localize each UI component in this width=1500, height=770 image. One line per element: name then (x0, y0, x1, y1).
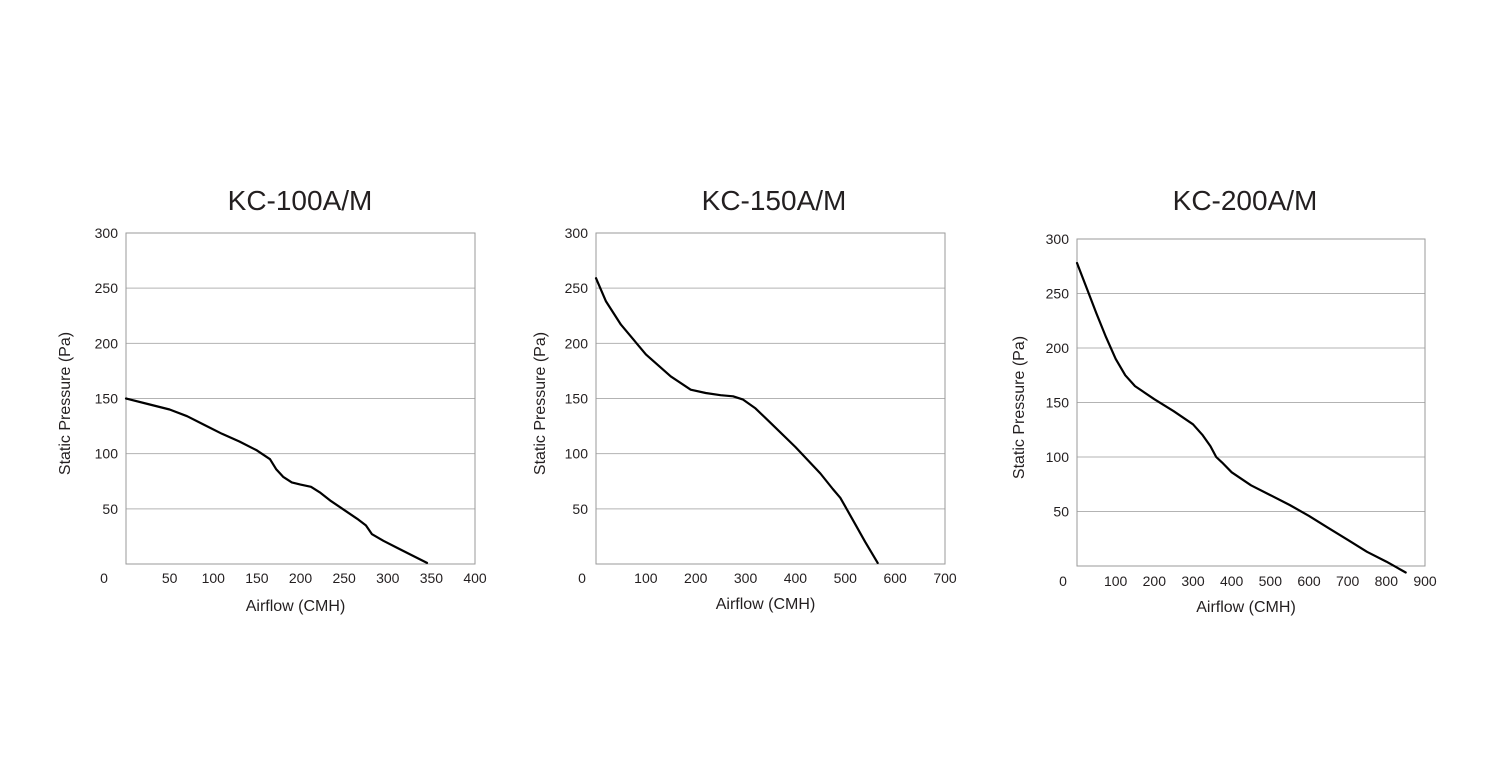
x-tick-label: 300 (1181, 573, 1205, 589)
x-tick-label: 200 (1143, 573, 1167, 589)
origin-label: 0 (1059, 573, 1067, 589)
x-tick-label: 200 (289, 570, 313, 586)
y-tick-label: 250 (1046, 286, 1070, 302)
x-tick-label: 400 (1220, 573, 1244, 589)
x-tick-label: 400 (463, 570, 487, 586)
x-tick-label: 900 (1413, 573, 1437, 589)
series-line (124, 397, 429, 564)
chart-plot: 50 100 150 200 250 300 100 200 300 400 500 600 700 0 A… (532, 225, 957, 613)
x-tick-label: 100 (634, 570, 658, 586)
chart-title: KC-100A/M (227, 185, 373, 216)
y-tick-label: 200 (1046, 340, 1070, 356)
chart-panel-kc200: KC-200A/M 50 100 150 200 250 300 100 200 300 400 5… (0, 0, 1437, 770)
origin-label: 0 (100, 570, 108, 586)
y-tick-label: 200 (565, 335, 589, 351)
y-tick-label: 100 (95, 446, 119, 462)
y-tick-label: 50 (572, 501, 588, 517)
x-axis-label: Airflow (CMH) (716, 596, 816, 613)
chart-plot: 50 100 150 200 250 300 100 200 300 400 500 600 700 80… (1011, 231, 1437, 616)
y-tick-label: 150 (1046, 395, 1070, 411)
x-tick-label: 500 (834, 570, 858, 586)
series-line (1075, 261, 1407, 574)
chart-title: KC-150A/M (701, 185, 847, 216)
y-tick-label: 250 (95, 280, 119, 296)
y-tick-label: 100 (1046, 449, 1070, 465)
series-line (594, 277, 879, 564)
x-tick-label: 300 (734, 570, 758, 586)
y-tick-label: 100 (565, 446, 589, 462)
chart-title: KC-200A/M (1172, 185, 1318, 216)
x-tick-label: 50 (162, 570, 178, 586)
x-tick-label: 500 (1259, 573, 1283, 589)
y-tick-label: 50 (1053, 504, 1069, 520)
x-tick-label: 150 (245, 570, 269, 586)
x-tick-label: 300 (376, 570, 400, 586)
x-tick-label: 600 (883, 570, 907, 586)
y-tick-label: 300 (95, 225, 119, 241)
x-axis-label: Airflow (CMH) (246, 598, 346, 615)
origin-label: 0 (578, 570, 586, 586)
y-axis-label: Static Pressure (Pa) (57, 332, 74, 475)
x-tick-label: 700 (933, 570, 957, 586)
x-tick-label: 400 (784, 570, 808, 586)
plot-frame (1076, 238, 1426, 567)
y-tick-label: 200 (95, 335, 119, 351)
y-tick-label: 300 (1046, 231, 1070, 247)
x-axis-label: Airflow (CMH) (1196, 599, 1296, 616)
y-tick-label: 50 (102, 501, 118, 517)
x-tick-label: 800 (1375, 573, 1399, 589)
x-tick-label: 100 (202, 570, 226, 586)
y-tick-label: 250 (565, 280, 589, 296)
x-tick-label: 600 (1297, 573, 1321, 589)
plot-frame (595, 232, 946, 565)
y-axis-label: Static Pressure (Pa) (532, 332, 549, 475)
y-tick-label: 300 (565, 225, 589, 241)
y-tick-label: 150 (95, 391, 119, 407)
x-tick-label: 350 (420, 570, 444, 586)
y-tick-label: 150 (565, 391, 589, 407)
y-axis-label: Static Pressure (Pa) (1011, 336, 1028, 479)
x-tick-label: 250 (332, 570, 356, 586)
chart-panel-kc100: KC-100A/M 50 100 150 200 250 300 50 100 150 200 25… (0, 0, 500, 770)
chart-plot: 50 100 150 200 250 300 50 100 150 200 250 300 350 400… (57, 225, 487, 615)
x-tick-label: 700 (1336, 573, 1360, 589)
chart-panel-kc150: KC-150A/M 50 100 150 200 250 300 100 200 300 400 5… (0, 0, 957, 770)
x-tick-label: 200 (684, 570, 708, 586)
x-tick-label: 100 (1104, 573, 1128, 589)
